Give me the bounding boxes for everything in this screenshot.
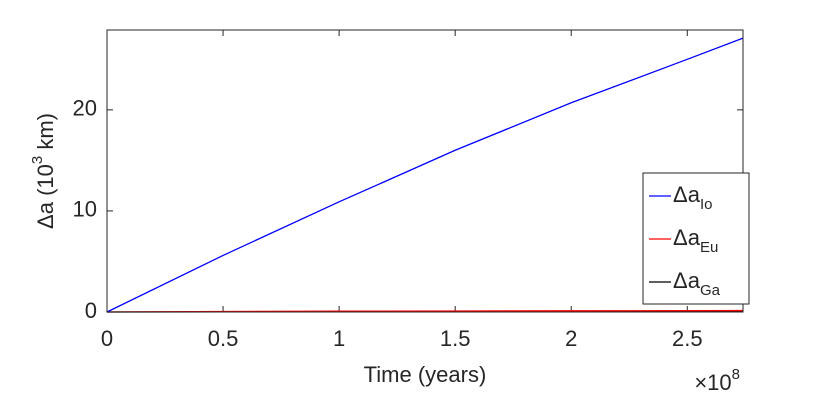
legend-label: ΔaIo — [673, 182, 712, 213]
y-label-text: Δa (10 — [33, 164, 58, 229]
plot-area — [107, 30, 743, 312]
legend-subscript: Ga — [700, 282, 721, 299]
x-multiplier-base: ×10 — [694, 370, 731, 395]
legend-name: Δa — [673, 225, 701, 250]
x-tick-label: 1.5 — [440, 326, 471, 351]
y-tick-label: 10 — [73, 197, 97, 222]
axes-box — [106, 29, 744, 313]
x-multiplier: ×108 — [694, 366, 740, 395]
y-label-suffix: km) — [33, 113, 58, 156]
x-tick-label: 2 — [565, 326, 577, 351]
x-tick-label: 0 — [101, 326, 113, 351]
legend-label: ΔaGa — [673, 268, 721, 299]
data-line — [106, 37, 744, 313]
x-tick-label: 2.5 — [672, 326, 703, 351]
y-tick-label: 0 — [85, 298, 97, 323]
y-axis-label: Δa (103 km) — [29, 113, 58, 229]
legend-name: Δa — [673, 182, 701, 207]
y-label-sup: 3 — [29, 156, 46, 164]
x-multiplier-exponent: 8 — [732, 366, 740, 383]
x-tick-label: 1 — [333, 326, 345, 351]
data-line — [106, 309, 744, 313]
x-tick-label: 0.5 — [208, 326, 239, 351]
legend-subscript: Io — [700, 196, 713, 213]
x-axis-label: Time (years) — [364, 362, 487, 387]
legend-label: ΔaEu — [673, 225, 718, 256]
legend-subscript: Eu — [700, 239, 718, 256]
y-tick-label: 20 — [73, 96, 97, 121]
legend-name: Δa — [673, 268, 701, 293]
